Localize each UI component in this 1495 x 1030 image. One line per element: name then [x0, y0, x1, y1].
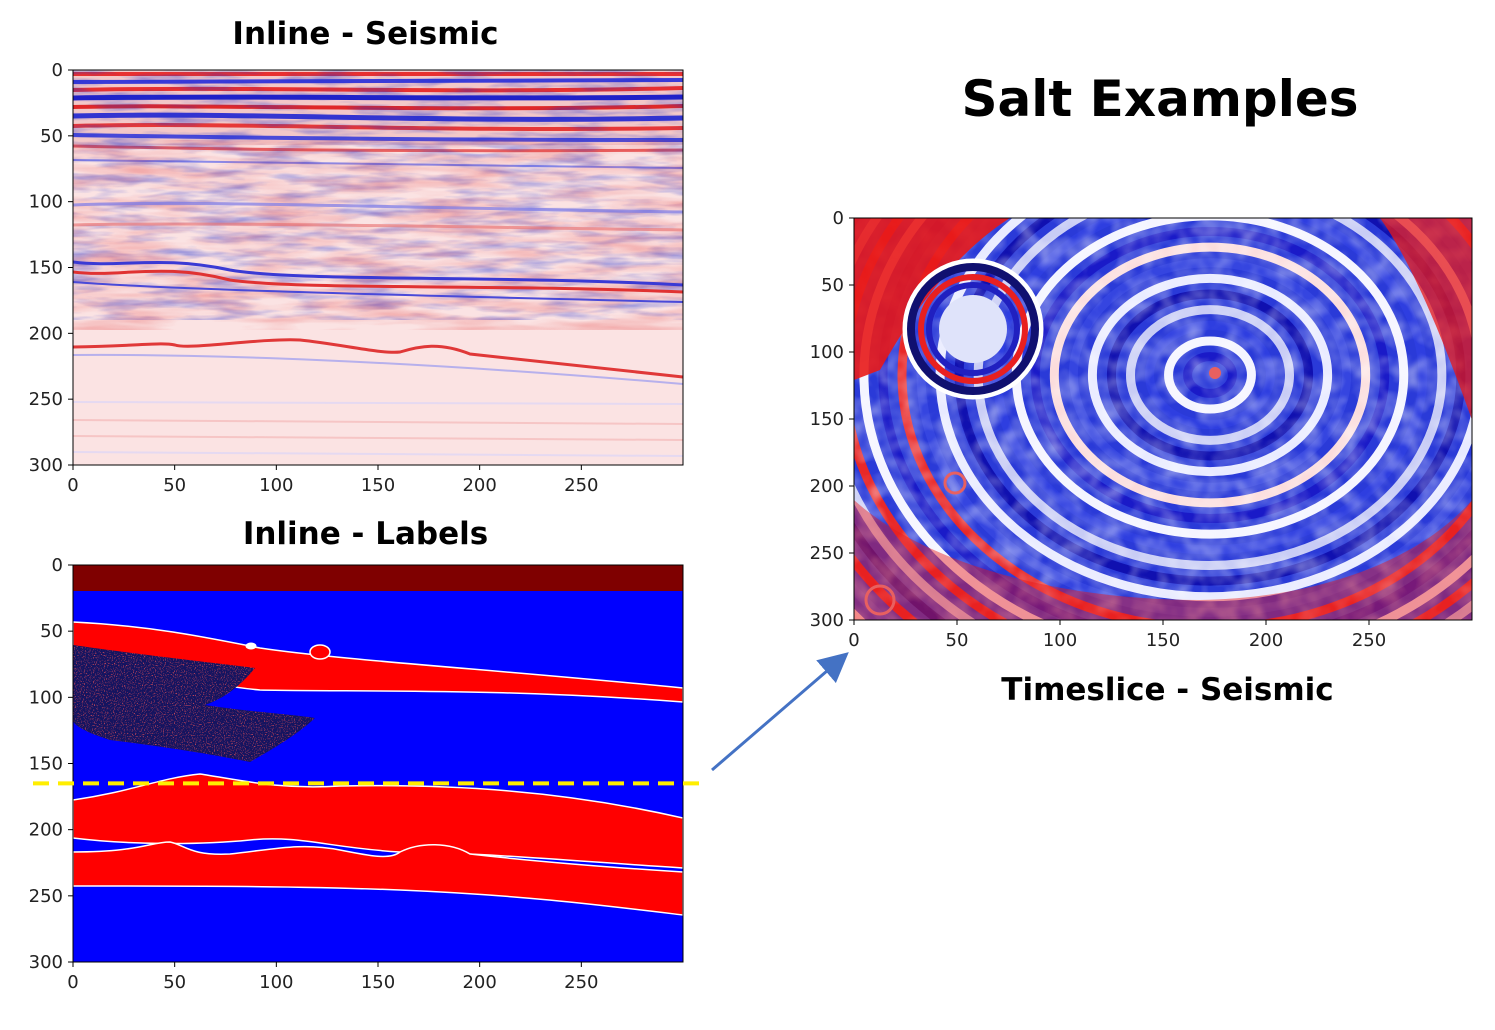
x-tick-label: 100 — [1043, 630, 1077, 651]
y-tick-label: 150 — [810, 409, 844, 430]
y-tick-label: 50 — [821, 275, 844, 296]
x-tick-label: 200 — [1249, 630, 1283, 651]
x-tick-label: 150 — [361, 475, 395, 496]
inline-labels-axes: 0 50 100 150 200 250 0 50 100 150 200 250 300 — [29, 555, 599, 993]
page-title: Salt Examples — [961, 70, 1359, 128]
inline-seismic-image — [73, 70, 683, 465]
inline-labels-title: Inline - Labels — [242, 516, 489, 552]
x-tick-label: 50 — [946, 630, 969, 651]
y-tick-label: 300 — [29, 952, 63, 973]
connector-arrow — [711, 652, 849, 772]
y-tick-label: 0 — [52, 60, 63, 81]
x-tick-label: 100 — [259, 972, 293, 993]
x-tick-label: 250 — [564, 972, 598, 993]
y-tick-label: 100 — [29, 687, 63, 708]
x-tick-label: 250 — [1352, 630, 1386, 651]
y-tick-label: 50 — [40, 621, 63, 642]
y-tick-label: 200 — [29, 323, 63, 344]
y-tick-label: 250 — [810, 543, 844, 564]
x-tick-label: 150 — [361, 972, 395, 993]
x-tick-label: 0 — [67, 972, 78, 993]
label-lower-red-layer — [73, 841, 683, 916]
x-tick-label: 0 — [848, 630, 859, 651]
x-tick-label: 50 — [163, 972, 186, 993]
y-tick-label: 100 — [810, 342, 844, 363]
y-tick-label: 200 — [810, 476, 844, 497]
x-tick-label: 50 — [163, 475, 186, 496]
y-tick-label: 50 — [40, 126, 63, 147]
inline-seismic-axes: 0 50 100 150 200 250 0 50 100 150 200 250 300 — [29, 60, 599, 496]
y-tick-label: 0 — [52, 555, 63, 576]
x-tick-label: 0 — [67, 475, 78, 496]
timeslice-seismic-axes: 0 50 100 150 200 250 0 50 100 150 200 250 300 — [810, 208, 1387, 651]
y-tick-label: 300 — [810, 610, 844, 631]
x-tick-label: 200 — [462, 475, 496, 496]
inline-seismic-title: Inline - Seismic — [232, 16, 499, 52]
x-tick-label: 150 — [1146, 630, 1180, 651]
timeslice-seismic-title: Timeslice - Seismic — [1001, 672, 1334, 708]
x-tick-label: 250 — [564, 475, 598, 496]
y-tick-label: 0 — [833, 208, 844, 229]
y-tick-label: 300 — [29, 455, 63, 476]
y-tick-label: 250 — [29, 389, 63, 410]
y-tick-label: 100 — [29, 192, 63, 213]
y-tick-label: 150 — [29, 754, 63, 775]
y-tick-label: 250 — [29, 886, 63, 907]
label-top-band — [73, 565, 683, 591]
x-tick-label: 100 — [259, 475, 293, 496]
y-tick-label: 200 — [29, 820, 63, 841]
y-tick-label: 150 — [29, 258, 63, 279]
timeslice-seismic-image — [854, 218, 1472, 620]
inline-labels-image — [73, 565, 683, 962]
x-tick-label: 200 — [462, 972, 496, 993]
